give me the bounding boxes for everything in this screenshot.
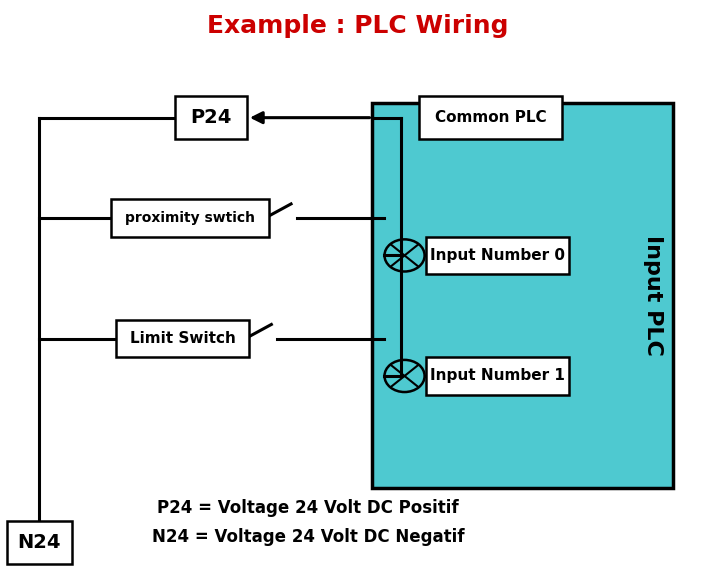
FancyBboxPatch shape (372, 103, 673, 488)
Text: N24 = Voltage 24 Volt DC Negatif: N24 = Voltage 24 Volt DC Negatif (152, 528, 464, 546)
Text: P24: P24 (190, 108, 232, 127)
Text: Limit Switch: Limit Switch (130, 331, 236, 346)
Text: Example : PLC Wiring: Example : PLC Wiring (207, 14, 509, 38)
FancyBboxPatch shape (7, 521, 72, 564)
FancyBboxPatch shape (419, 96, 562, 139)
Text: Input Number 0: Input Number 0 (430, 248, 565, 263)
FancyBboxPatch shape (426, 236, 569, 274)
FancyBboxPatch shape (116, 320, 249, 357)
Text: P24 = Voltage 24 Volt DC Positif: P24 = Voltage 24 Volt DC Positif (157, 499, 459, 517)
FancyBboxPatch shape (175, 96, 247, 139)
Text: proximity swtich: proximity swtich (125, 211, 255, 225)
Text: Input PLC: Input PLC (643, 235, 663, 356)
FancyBboxPatch shape (111, 199, 268, 236)
Text: Common PLC: Common PLC (435, 110, 546, 125)
Text: Input Number 1: Input Number 1 (430, 369, 565, 383)
FancyBboxPatch shape (426, 357, 569, 395)
Text: N24: N24 (18, 533, 61, 552)
